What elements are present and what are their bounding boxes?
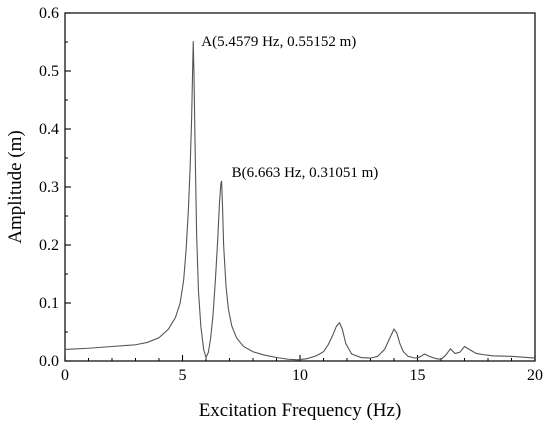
- plot-frame: [64, 12, 536, 362]
- x-tick-label-0: 0: [61, 367, 69, 384]
- minor-ticks: [65, 41, 512, 361]
- y-tick-label-0: 0.0: [39, 353, 59, 370]
- y-tick-label-1: 0.1: [39, 295, 59, 312]
- series-line: [64, 41, 536, 361]
- x-tick-label-15: 15: [410, 367, 426, 384]
- y-tick-label-2: 0.2: [39, 237, 59, 254]
- y-axis-title: Amplitude (m): [5, 130, 26, 243]
- x-tick-label-10: 10: [292, 367, 308, 384]
- x-tick-label-5: 5: [179, 367, 187, 384]
- y-tick-label-6: 0.6: [39, 5, 59, 22]
- y-tick-label-4: 0.4: [39, 121, 59, 138]
- y-axis: 0.0 0.1 0.2 0.3 0.4 0.5 0.6: [39, 5, 71, 370]
- x-axis-title: Excitation Frequency (Hz): [199, 400, 402, 421]
- annotation-peak-b: B(6.663 Hz, 0.31051 m): [232, 165, 379, 181]
- x-axis: 0 5 10 15 20: [61, 355, 543, 384]
- annotation-peak-a: A(5.4579 Hz, 0.55152 m): [201, 34, 356, 50]
- x-tick-label-20: 20: [527, 367, 543, 384]
- y-tick-label-5: 0.5: [39, 63, 59, 80]
- y-tick-label-3: 0.3: [39, 179, 59, 196]
